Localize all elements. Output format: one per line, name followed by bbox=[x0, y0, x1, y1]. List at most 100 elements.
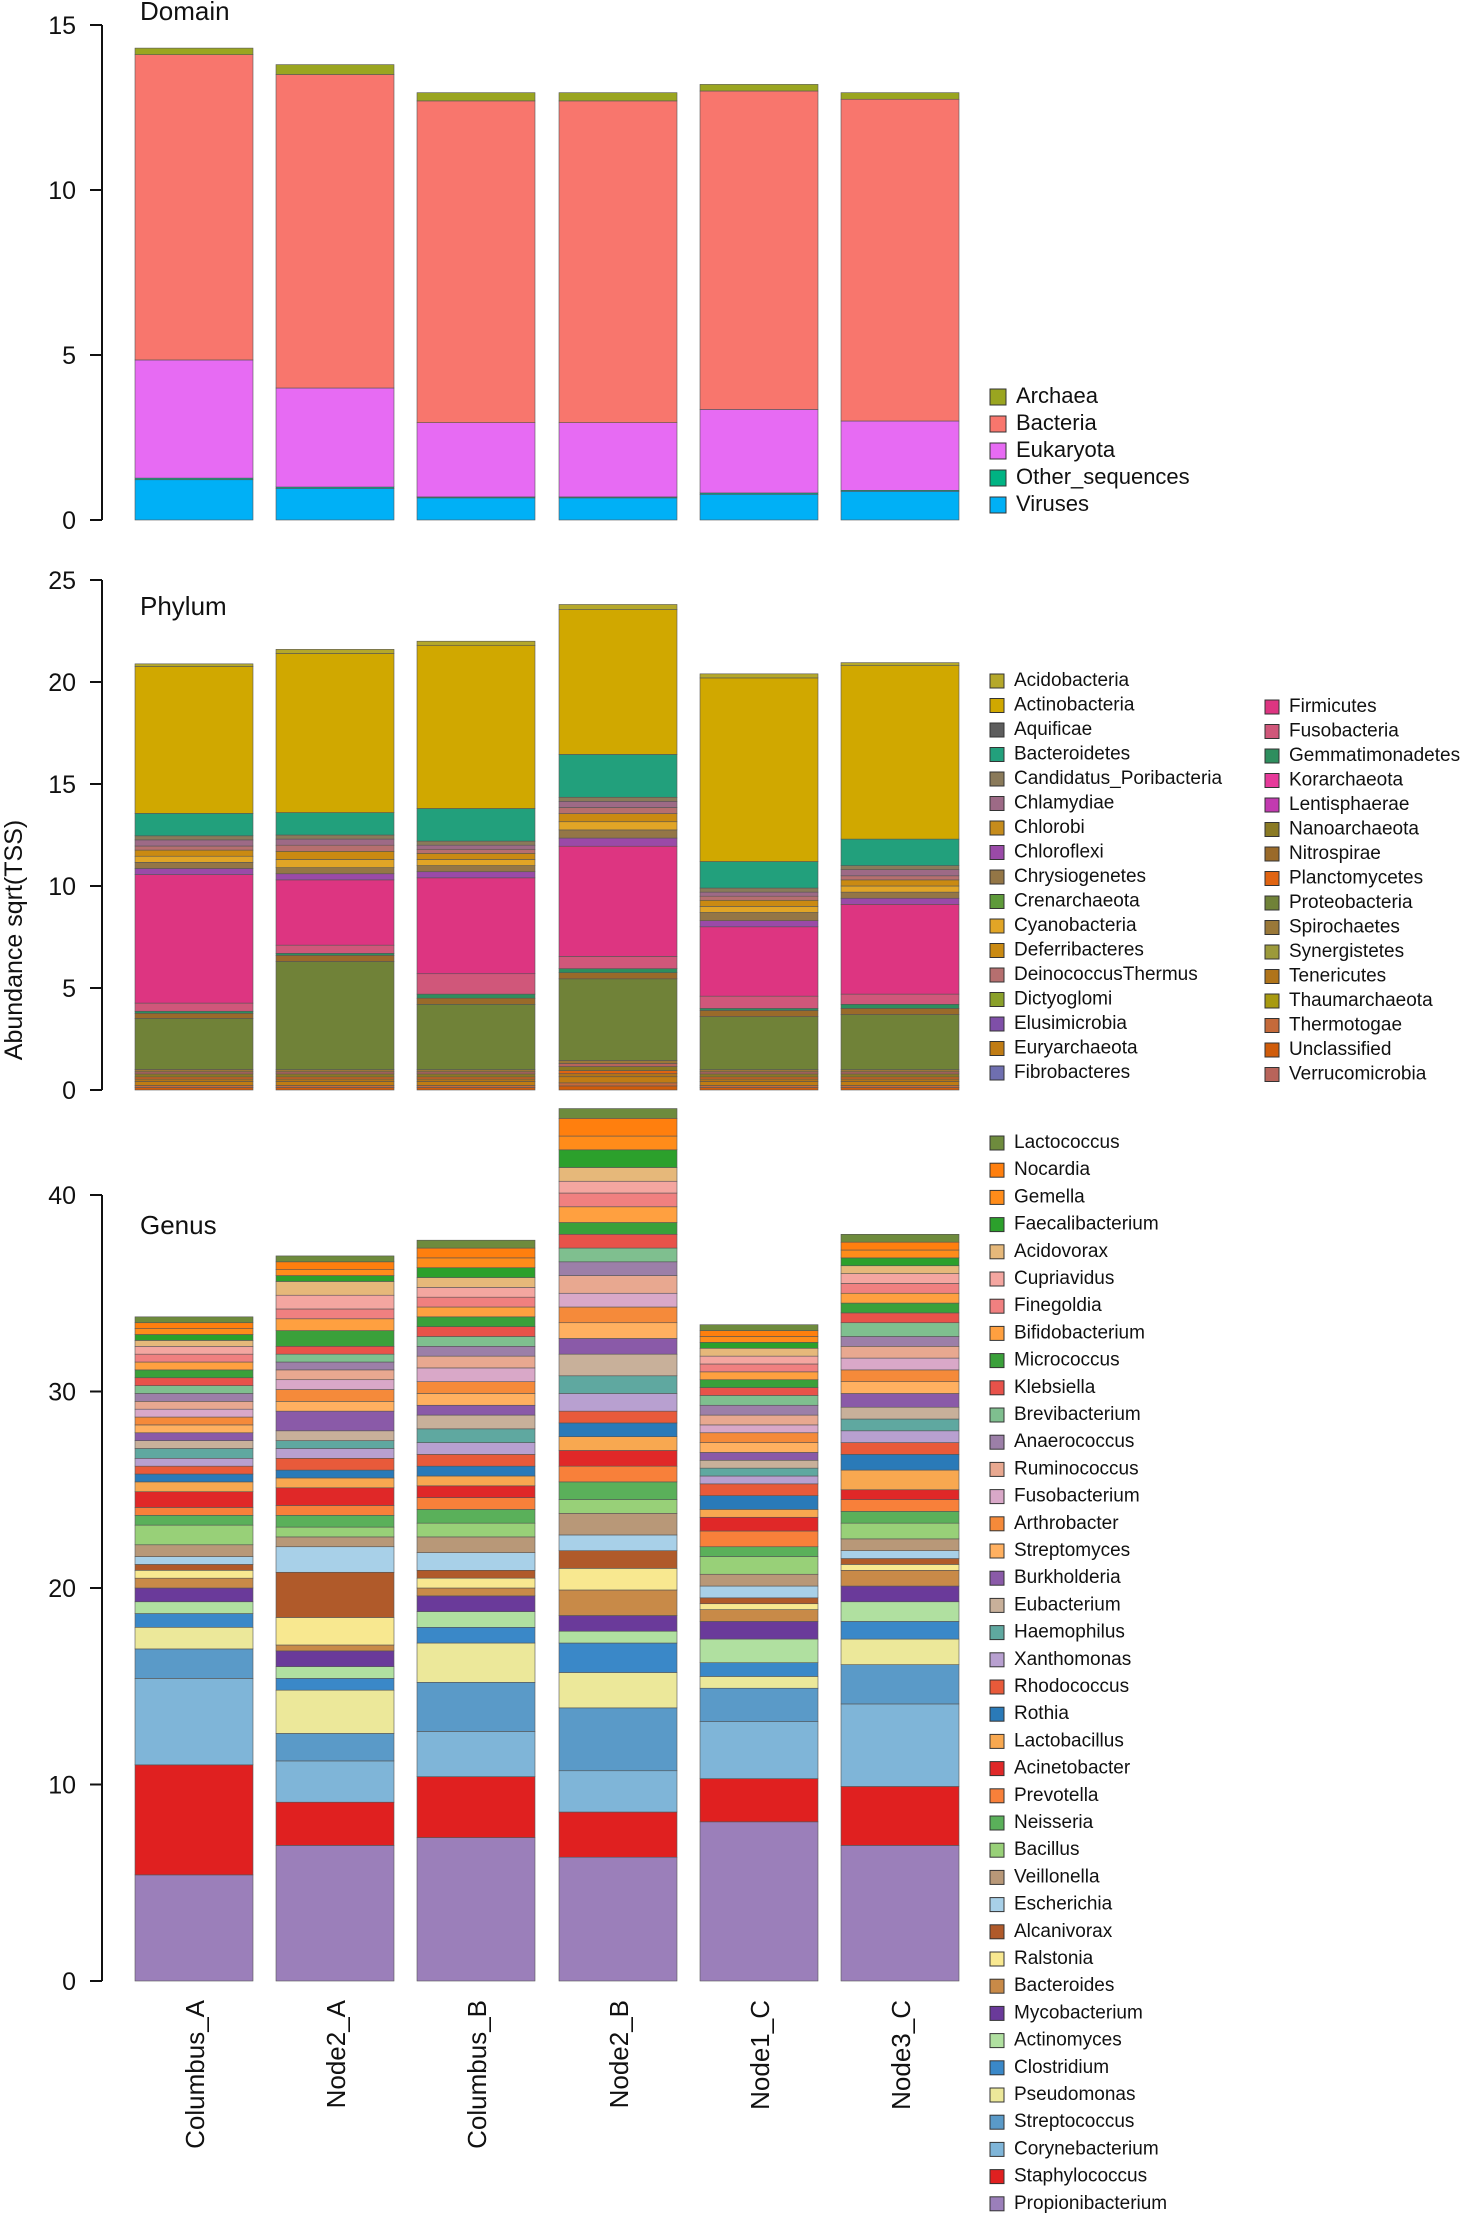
bar-Node2_B bbox=[558, 92, 678, 521]
bar-segment bbox=[699, 1467, 819, 1477]
bar-segment bbox=[699, 1078, 819, 1082]
legend-item: Bacteria bbox=[989, 410, 1097, 435]
legend-label: Pseudomonas bbox=[1014, 2084, 1135, 2105]
bar-segment bbox=[134, 1401, 254, 1410]
bar-segment bbox=[558, 754, 678, 798]
bar-segment bbox=[840, 1469, 960, 1491]
bar-segment bbox=[558, 1550, 678, 1569]
legend-label: Verrucomicrobia bbox=[1289, 1064, 1427, 1085]
y-tick-label: 10 bbox=[48, 177, 76, 205]
bar-segment bbox=[275, 834, 395, 840]
bar-segment bbox=[558, 837, 678, 847]
bar-segment bbox=[699, 1687, 819, 1722]
bar-segment bbox=[134, 1340, 254, 1347]
bar-segment bbox=[699, 1336, 819, 1343]
legend-label: Nocardia bbox=[1014, 1159, 1090, 1180]
bar-segment bbox=[558, 1292, 678, 1308]
legend-swatch bbox=[989, 698, 1005, 713]
bar-segment bbox=[275, 1275, 395, 1282]
bar-segment bbox=[840, 1346, 960, 1359]
legend-swatch bbox=[989, 496, 1007, 514]
bar-segment bbox=[134, 1874, 254, 1982]
bar-segment bbox=[699, 1662, 819, 1677]
bar-segment bbox=[416, 1428, 536, 1443]
bar-segment bbox=[275, 812, 395, 836]
legend-label: Propionibacterium bbox=[1014, 2193, 1167, 2214]
bar-segment bbox=[134, 1078, 254, 1082]
legend-swatch bbox=[989, 1869, 1005, 1885]
bar-segment bbox=[558, 1060, 678, 1064]
bar-segment bbox=[416, 1497, 536, 1510]
panel-title: Phylum bbox=[140, 591, 227, 621]
bar-segment bbox=[558, 1234, 678, 1249]
legend-item: Tenericutes bbox=[1264, 966, 1386, 987]
legend-swatch bbox=[989, 1815, 1005, 1831]
legend-swatch bbox=[989, 1065, 1005, 1081]
bar-segment bbox=[134, 1071, 254, 1075]
legend-label: Archaea bbox=[1016, 383, 1099, 408]
bar-segment bbox=[840, 1076, 960, 1080]
bar-segment bbox=[416, 1404, 536, 1416]
legend-label: Prevotella bbox=[1014, 1785, 1099, 1806]
bar-segment bbox=[416, 865, 536, 873]
bar-segment bbox=[558, 1353, 678, 1377]
bar-segment bbox=[840, 891, 960, 899]
legend-label: Neisseria bbox=[1014, 1812, 1094, 1833]
bar-segment bbox=[840, 1336, 960, 1347]
bar-segment bbox=[134, 1073, 254, 1078]
bar-segment bbox=[558, 1630, 678, 1644]
bar-segment bbox=[699, 1016, 819, 1070]
legend-swatch bbox=[989, 2141, 1005, 2157]
legend-item: Arthrobacter bbox=[989, 1513, 1119, 1534]
legend-label: Chlamydiae bbox=[1014, 793, 1114, 814]
legend-item: Rothia bbox=[989, 1703, 1069, 1724]
bar-segment bbox=[275, 1678, 395, 1691]
y-tick-label: 5 bbox=[62, 342, 76, 370]
bar-segment bbox=[416, 840, 536, 846]
legend-label: Euryarchaeota bbox=[1014, 1038, 1138, 1059]
bar-segment bbox=[134, 813, 254, 837]
bar-segment bbox=[558, 801, 678, 808]
y-tick-label: 0 bbox=[62, 507, 76, 535]
bar-segment bbox=[699, 1475, 819, 1485]
bar-segment bbox=[840, 665, 960, 840]
legend-label: Nitrospirae bbox=[1289, 843, 1381, 864]
legend-label: Synergistetes bbox=[1289, 941, 1404, 962]
legend-item: Clostridium bbox=[989, 2057, 1109, 2078]
bar-segment bbox=[134, 1465, 254, 1475]
bar-segment bbox=[275, 1401, 395, 1412]
legend-item: Nanoarchaeota bbox=[1264, 819, 1419, 840]
legend-swatch bbox=[989, 415, 1007, 433]
legend-item: Cyanobacteria bbox=[989, 915, 1137, 936]
legend-item: Korarchaeota bbox=[1264, 770, 1404, 791]
bar-segment bbox=[699, 1509, 819, 1518]
legend-item: Lactococcus bbox=[989, 1132, 1120, 1153]
bar-segment bbox=[134, 1544, 254, 1557]
bar-segment bbox=[558, 1450, 678, 1467]
bar-segment bbox=[134, 1424, 254, 1434]
bar-segment bbox=[840, 885, 960, 893]
legend-item: Pseudomonas bbox=[989, 2084, 1135, 2105]
bar-segment bbox=[134, 1002, 254, 1012]
bar-segment bbox=[840, 869, 960, 877]
bar-segment bbox=[416, 1627, 536, 1644]
legend-item: Viruses bbox=[989, 491, 1089, 516]
bar-segment bbox=[699, 1379, 819, 1388]
bar-Columbus_A bbox=[134, 663, 254, 1091]
legend-item: Other_sequences bbox=[989, 464, 1190, 489]
legend-label: Anaerococcus bbox=[1014, 1431, 1134, 1452]
bar-segment bbox=[840, 1703, 960, 1787]
bar-segment bbox=[416, 1731, 536, 1777]
bar-segment bbox=[840, 1558, 960, 1565]
legend-item: Elusimicrobia bbox=[989, 1013, 1127, 1034]
legend-swatch bbox=[989, 1597, 1005, 1613]
bar-segment bbox=[275, 1644, 395, 1652]
legend-swatch bbox=[1264, 871, 1280, 886]
bar-segment bbox=[699, 1556, 819, 1575]
bar-segment bbox=[416, 1837, 536, 1982]
legend-label: Ruminococcus bbox=[1014, 1458, 1139, 1479]
legend-label: Acidobacteria bbox=[1014, 670, 1130, 691]
bar-segment bbox=[558, 813, 678, 823]
legend-swatch bbox=[989, 1570, 1005, 1586]
